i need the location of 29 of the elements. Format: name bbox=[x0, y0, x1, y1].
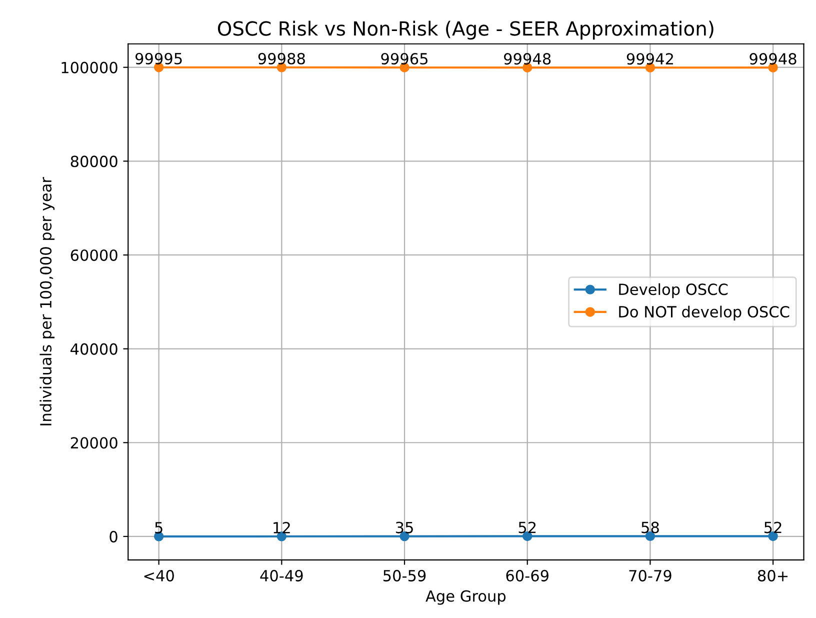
y-axis-title: Individuals per 100,000 per year bbox=[40, 176, 55, 426]
x-tick-label: 70-79 bbox=[629, 570, 672, 582]
y-tick-label: 20000 bbox=[70, 437, 118, 449]
data-label: 99995 bbox=[135, 52, 182, 64]
data-label: 58 bbox=[642, 522, 659, 534]
x-axis-title: Age Group bbox=[426, 590, 506, 605]
data-label: 52 bbox=[764, 522, 782, 534]
data-label: 12 bbox=[274, 522, 290, 534]
data-label: 35 bbox=[396, 522, 413, 534]
y-tick-label: 80000 bbox=[70, 156, 118, 168]
data-label: 99942 bbox=[626, 53, 673, 65]
x-tick-label: 50-59 bbox=[383, 570, 426, 582]
y-tick-label: 100000 bbox=[62, 62, 118, 74]
y-tick-label: 40000 bbox=[70, 343, 118, 355]
legend-label: Develop OSCC bbox=[619, 283, 728, 298]
y-tick-label: 0 bbox=[110, 530, 118, 542]
data-label: 52 bbox=[518, 522, 536, 534]
y-tick-label: 60000 bbox=[70, 249, 118, 262]
data-label: 99948 bbox=[750, 53, 796, 65]
data-label: 99965 bbox=[381, 52, 428, 65]
data-label: 99988 bbox=[258, 52, 305, 64]
x-tick-label: <40 bbox=[144, 570, 174, 582]
x-tick-label: 80+ bbox=[758, 570, 788, 582]
data-label: 99948 bbox=[504, 53, 551, 65]
legend-label: Do NOT develop OSCC bbox=[619, 306, 790, 320]
chart-title: OSCC Risk vs Non-Risk (Age - SEER Approximation) bbox=[218, 20, 714, 40]
data-label: 5 bbox=[155, 522, 162, 534]
x-tick-label: 40-49 bbox=[260, 570, 303, 582]
x-tick-label: 60-69 bbox=[506, 570, 548, 582]
